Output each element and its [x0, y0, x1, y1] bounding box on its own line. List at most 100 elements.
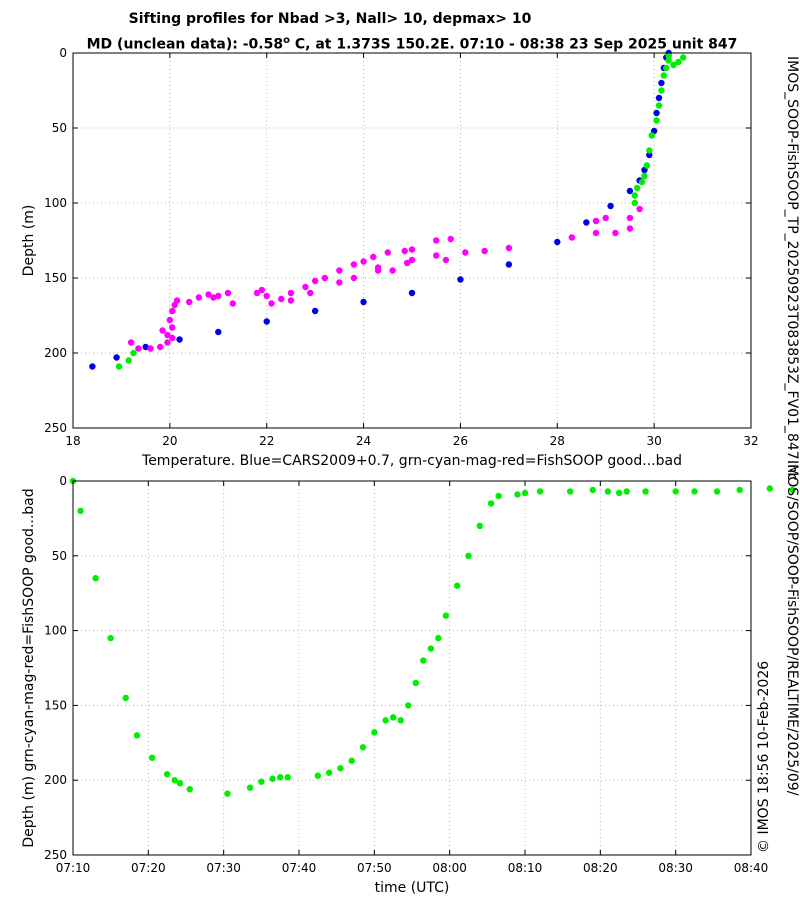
p1-point-magenta — [336, 267, 343, 274]
p1-point-magenta — [215, 292, 222, 300]
p1-point-magenta — [447, 235, 454, 243]
p1-point-green — [663, 64, 670, 72]
p1-xtick-label: 18 — [65, 434, 80, 448]
p1-point-magenta — [135, 345, 142, 352]
p1-point-magenta — [321, 274, 329, 282]
p1-point-magenta — [336, 279, 343, 286]
p2-xtick-label: 08:00 — [432, 861, 467, 875]
p1-point-magenta — [389, 267, 396, 274]
p1-point-green — [665, 52, 672, 60]
p1-ytick-label: 50 — [52, 121, 67, 135]
p2-xlabel: time (UTC) — [375, 880, 450, 896]
p2-ylabel: Depth (m) grn-cyan-mag-red=FishSOOP good… — [21, 488, 37, 847]
p1-point-blue — [607, 202, 614, 210]
p2-point-green — [604, 488, 612, 495]
p2-ytick-label: 0 — [59, 474, 67, 488]
p2-xtick-label: 07:20 — [131, 861, 166, 875]
p1-point-magenta — [384, 249, 391, 256]
p2-point-green — [713, 488, 721, 495]
p2-xtick-label: 08:40 — [734, 861, 769, 875]
p1-point-blue — [176, 336, 183, 343]
p1-point-magenta — [408, 256, 416, 264]
p1-point-magenta — [311, 277, 319, 285]
p1-xtick-label: 32 — [743, 434, 758, 448]
p1-point-green — [638, 178, 646, 186]
p1-ytick-label: 200 — [44, 346, 67, 360]
p1-point-blue — [655, 94, 663, 102]
p1-point-green — [665, 57, 672, 64]
p1-point-magenta — [127, 339, 135, 346]
p1-point-blue — [583, 219, 590, 226]
p2-xtick-label: 07:10 — [56, 861, 91, 875]
p1-point-magenta — [462, 249, 469, 256]
p2-point-green — [442, 612, 450, 619]
p1-point-blue — [457, 276, 464, 283]
p1-point-blue — [263, 318, 270, 325]
p1-point-magenta — [481, 247, 488, 255]
p1-ytick-label: 100 — [44, 196, 67, 210]
p2-xtick-label: 08:30 — [658, 861, 693, 875]
p1-point-blue — [646, 151, 653, 159]
p1-point-green — [675, 58, 682, 66]
p2-point-green — [691, 488, 698, 495]
p1-point-magenta — [401, 247, 408, 255]
p1-point-green — [653, 117, 660, 124]
p2-point-green — [133, 732, 141, 739]
p1-point-magenta — [433, 237, 440, 244]
p2-point-green — [397, 717, 404, 724]
p2-point-green — [642, 488, 649, 495]
p2-point-green — [454, 582, 461, 589]
p2-point-green — [766, 485, 774, 492]
p2-point-green — [359, 744, 367, 751]
p2-point-green — [476, 522, 483, 530]
p2-ytick-label: 200 — [44, 773, 67, 787]
p1-point-magenta — [159, 327, 166, 334]
p2-point-green — [148, 754, 156, 761]
p1-point-magenta — [268, 300, 275, 307]
p1-frame — [72, 52, 752, 429]
p1-point-blue — [89, 363, 96, 370]
p2-point-green — [176, 779, 184, 787]
p2-point-green — [371, 729, 378, 736]
side-label-file: IMOS_SOOP-FishSOOP_TP_20250923T083853Z_F… — [784, 56, 800, 481]
p1-point-blue — [142, 343, 149, 351]
p2-xtick-label: 07:40 — [282, 861, 317, 875]
p1-point-magenta — [186, 298, 193, 306]
side-label-path: IMOS/SOOP/SOOP-FishSOOP/REALTIME/2025/09… — [784, 460, 800, 796]
p1-point-magenta — [253, 289, 261, 297]
p1-point-magenta — [156, 343, 164, 351]
p2-point-green — [92, 575, 99, 582]
p1-point-magenta — [287, 297, 295, 304]
p2-xtick-label: 07:50 — [357, 861, 392, 875]
p2-point-green — [420, 657, 427, 664]
p2-point-green — [314, 772, 322, 779]
p1-xtick-label: 30 — [647, 434, 662, 448]
p1-point-green — [680, 54, 687, 61]
p1-xtick-label: 20 — [162, 434, 177, 448]
p1-point-green — [115, 363, 123, 370]
p1-point-magenta — [360, 258, 367, 265]
p2-point-green — [122, 694, 129, 702]
p1-point-green — [648, 132, 655, 139]
p1-point-magenta — [433, 252, 440, 259]
p1-point-green — [125, 357, 132, 364]
p1-point-magenta — [210, 294, 217, 301]
p1-point-magenta — [166, 316, 174, 324]
side-labels: IMOS_SOOP-FishSOOP_TP_20250923T083853Z_F… — [756, 56, 800, 853]
p1-point-blue — [215, 328, 222, 336]
temperature-depth-panel: 18 20 22 24 26 28 30 32 0 50 100 150 200 250 Temperatu… — [21, 46, 759, 469]
p1-point-magenta — [602, 214, 609, 222]
p1-point-magenta — [636, 205, 643, 213]
p1-point-magenta — [169, 307, 176, 315]
p1-point-magenta — [592, 217, 600, 225]
p2-point-green — [487, 500, 495, 507]
p2-point-green — [163, 771, 171, 778]
p2-point-green — [789, 486, 796, 494]
p1-point-magenta — [173, 297, 181, 304]
p2-point-green — [514, 491, 521, 498]
p1-point-green — [658, 87, 665, 94]
p1-point-magenta — [350, 261, 358, 268]
p1-point-magenta — [408, 246, 416, 253]
p2-point-green — [589, 486, 596, 494]
